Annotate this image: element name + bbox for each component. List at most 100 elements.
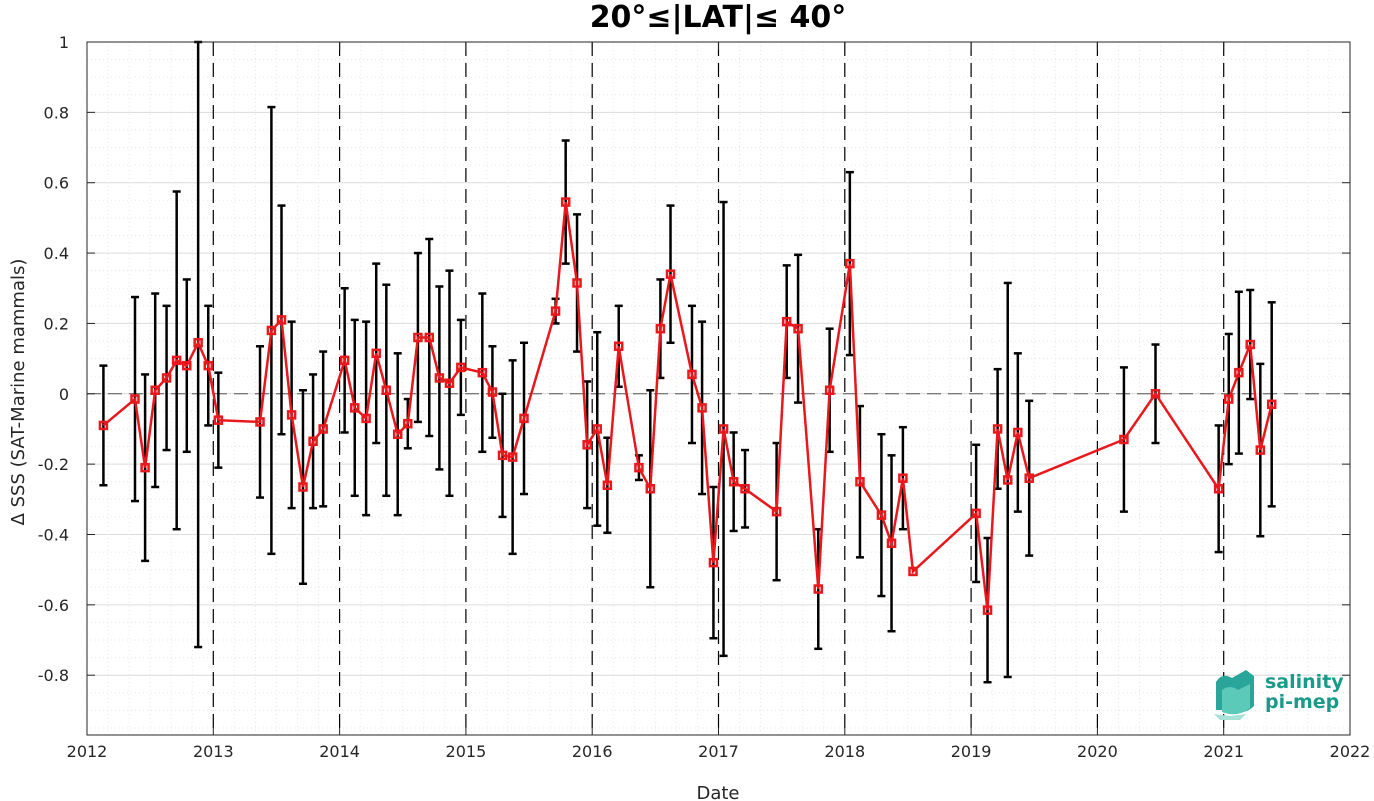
data-point — [361, 413, 371, 424]
x-tick-label: 2019 — [951, 742, 992, 761]
markers — [98, 197, 1277, 615]
y-tick-label: -0.2 — [38, 455, 69, 474]
y-tick-label: 0.6 — [44, 174, 69, 193]
data-point — [1002, 475, 1013, 485]
x-tick-label: 2020 — [1077, 742, 1118, 761]
y-tick-label: 1 — [59, 33, 69, 52]
data-point — [572, 278, 582, 288]
data-point — [1013, 427, 1023, 438]
y-tick-label: 0.8 — [44, 103, 69, 122]
data-point — [697, 403, 707, 413]
data-point — [150, 385, 160, 396]
data-point — [560, 197, 571, 207]
x-tick-label: 2021 — [1203, 742, 1244, 761]
data-point — [971, 508, 981, 519]
y-tick-label: -0.4 — [38, 525, 69, 544]
data-point — [434, 373, 445, 383]
logo-text-line1: salinity — [1265, 671, 1344, 693]
data-point — [708, 557, 719, 568]
data-point — [824, 385, 835, 396]
x-tick-label: 2014 — [319, 742, 360, 761]
data-point — [140, 462, 150, 473]
data-point — [298, 482, 308, 492]
data-point — [908, 566, 918, 577]
y-tick-label: -0.8 — [38, 666, 69, 685]
data-point — [255, 417, 265, 427]
data-point — [602, 480, 613, 490]
logo-wave-icon — [1214, 670, 1254, 720]
data-point — [392, 429, 403, 439]
data-point — [550, 306, 561, 316]
data-point — [718, 424, 729, 434]
y-tick-label: 0 — [59, 385, 69, 404]
data-point — [1245, 339, 1255, 350]
data-point — [582, 440, 592, 450]
data-point — [845, 258, 855, 269]
data-point — [992, 424, 1003, 434]
data-point — [855, 476, 865, 487]
x-tick-label: 2022 — [1330, 742, 1371, 761]
data-point — [381, 385, 392, 396]
data-point — [687, 369, 697, 380]
data-point — [645, 484, 656, 494]
data-point — [898, 473, 908, 483]
data-point — [771, 506, 782, 517]
data-point — [665, 269, 676, 279]
data-point — [98, 420, 109, 431]
x-tick-labels: 2012 2013 2014 2015 2016 2017 2018 2019 2020 2021… — [67, 742, 1371, 761]
data-point — [339, 355, 350, 366]
data-point — [655, 323, 666, 334]
data-point — [413, 332, 423, 343]
data-point — [982, 605, 993, 615]
data-point — [403, 418, 413, 429]
data-point — [1150, 389, 1161, 399]
x-tick-label: 2012 — [67, 742, 108, 761]
data-point — [171, 355, 182, 366]
year-dividers — [212, 42, 1225, 735]
data-point — [456, 362, 466, 373]
y-tick-label: -0.6 — [38, 596, 69, 615]
data-point — [876, 510, 887, 520]
data-point — [1266, 399, 1277, 410]
data-point — [276, 315, 287, 325]
data-point — [193, 338, 203, 348]
data-point — [203, 360, 213, 371]
data-point — [781, 316, 792, 327]
data-point — [886, 538, 897, 549]
data-point — [130, 394, 140, 404]
x-tick-label: 2016 — [572, 742, 613, 761]
data-point — [424, 332, 435, 343]
x-tick-label: 2017 — [698, 742, 739, 761]
data-point — [182, 360, 192, 371]
data-point — [1213, 484, 1224, 494]
series-line — [102, 201, 1273, 611]
y-axis-label: Δ SSS (SAT-Marine mammals) — [8, 259, 29, 526]
x-tick-label: 2018 — [824, 742, 865, 761]
y-tick-label: 0.2 — [44, 314, 69, 333]
data-point — [592, 424, 603, 434]
data-point — [1119, 434, 1129, 445]
data-point — [1255, 445, 1266, 455]
data-point — [266, 325, 277, 336]
data-point — [634, 462, 644, 473]
data-point — [286, 410, 297, 420]
data-point — [507, 452, 518, 462]
x-tick-label: 2013 — [193, 742, 234, 761]
y-tick-labels: 1 0.8 0.6 0.4 0.2 0 -0.2 -0.4 -0.6 -0.8 — [38, 33, 69, 685]
data-point — [350, 403, 360, 413]
data-point — [371, 348, 381, 359]
salinity-pi-mep-logo: salinity pi-mep — [1214, 670, 1344, 720]
data-point — [161, 373, 172, 383]
data-point — [1224, 394, 1234, 404]
data-point — [477, 367, 488, 378]
axis-ticks — [86, 41, 1351, 735]
data-point — [487, 387, 498, 397]
data-point — [308, 436, 318, 447]
data-point — [519, 413, 529, 424]
data-point — [813, 584, 824, 594]
data-point — [213, 415, 224, 425]
data-point — [793, 323, 803, 334]
data-point — [728, 476, 739, 487]
